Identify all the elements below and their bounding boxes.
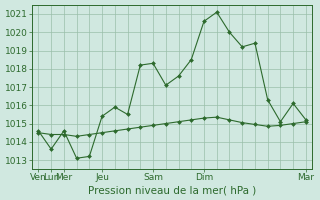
X-axis label: Pression niveau de la mer( hPa ): Pression niveau de la mer( hPa ) <box>88 185 256 195</box>
